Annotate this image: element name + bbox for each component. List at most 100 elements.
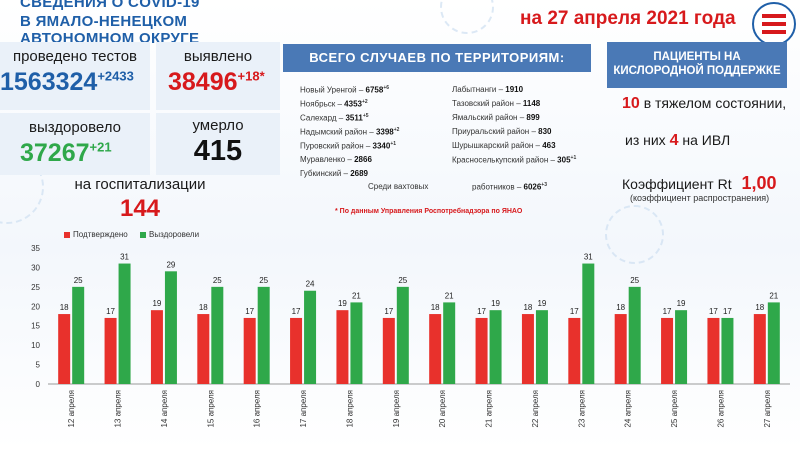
oxygen-support-header: ПАЦИЕНТЫ НА КИСЛОРОДНОЙ ПОДДЕРЖКЕ — [607, 42, 787, 88]
data-label-recovered: 29 — [166, 260, 175, 269]
recovered-card: выздоровело 37267+21 — [0, 113, 150, 175]
data-label-confirmed: 17 — [245, 307, 254, 316]
ivl-row: из них 4 на ИВЛ — [625, 132, 730, 150]
severe-label: в тяжелом состоянии, — [643, 95, 787, 111]
hospital-value: 144 — [119, 195, 161, 222]
rt-value: 1,00 — [741, 173, 777, 193]
data-label-confirmed: 17 — [477, 307, 486, 316]
territory-item: Муравленко – 2866 — [300, 155, 372, 164]
bar-confirmed — [58, 314, 71, 384]
virus-decoration — [605, 205, 664, 264]
data-label-recovered: 25 — [398, 276, 407, 285]
report-date: на 27 апреля 2021 года — [520, 8, 736, 29]
x-tick-label: 19 апреля — [392, 390, 401, 428]
chart-legend: Подтверждено Выздоровели — [64, 230, 199, 239]
ivl-count: 4 — [669, 132, 679, 149]
x-tick-label: 22 апреля — [531, 390, 540, 428]
bar-recovered — [582, 263, 595, 384]
detected-delta: +18* — [237, 68, 265, 84]
detected-card: выявлено 38496+18* — [156, 42, 280, 110]
data-label-confirmed: 17 — [384, 307, 393, 316]
legend-item-confirmed: Подтверждено — [64, 230, 128, 239]
bar-recovered — [628, 286, 641, 384]
detected-value: 38496 — [168, 68, 238, 96]
x-tick-label: 24 апреля — [624, 390, 633, 428]
bar-confirmed — [382, 317, 395, 384]
data-label-recovered: 19 — [677, 299, 686, 308]
x-tick-label: 27 апреля — [763, 390, 772, 428]
bar-confirmed — [336, 310, 349, 384]
territory-item: Новый Уренгой – 6758+6 — [300, 85, 390, 95]
territory-item: Шурышкарский район – 463 — [452, 141, 556, 150]
died-card: умерло 415 — [156, 113, 280, 175]
data-label-recovered: 17 — [723, 307, 732, 316]
data-label-recovered: 25 — [259, 276, 268, 285]
x-tick-label: 20 апреля — [438, 390, 447, 428]
y-tick-label: 20 — [31, 302, 40, 311]
data-label-confirmed: 18 — [431, 303, 440, 312]
oxygen-title-line1: ПАЦИЕНТЫ НА — [653, 51, 741, 63]
data-label-recovered: 25 — [630, 276, 639, 285]
y-tick-label: 25 — [31, 283, 40, 292]
data-label-confirmed: 18 — [755, 303, 764, 312]
tests-value: 1563324 — [0, 68, 98, 96]
data-label-recovered: 21 — [769, 291, 778, 300]
y-tick-label: 15 — [31, 322, 40, 331]
x-tick-label: 14 апреля — [160, 390, 169, 428]
y-tick-label: 10 — [31, 341, 40, 350]
ivl-prefix: из них — [625, 132, 666, 148]
territory-item: Салехард – 3511+5 — [300, 113, 369, 123]
data-label-confirmed: 19 — [152, 299, 161, 308]
bar-recovered — [443, 302, 456, 384]
bar-recovered — [164, 271, 177, 384]
x-tick-label: 23 апреля — [577, 390, 586, 428]
bar-confirmed — [475, 317, 488, 384]
page-header: СВЕДЕНИЯ О COVID-19 В ЯМАЛО-НЕНЕЦКОМ АВТ… — [0, 0, 290, 47]
bar-recovered — [675, 310, 688, 384]
tests-card: проведено тестов 1563324+2433 — [0, 42, 150, 110]
rt-sub: (коэффициент распространения) — [630, 193, 770, 203]
x-tick-label: 18 апреля — [345, 390, 354, 428]
data-label-confirmed: 17 — [570, 307, 579, 316]
page-title-line1: СВЕДЕНИЯ О COVID-19 — [20, 0, 200, 11]
data-label-confirmed: 18 — [199, 303, 208, 312]
y-tick-label: 5 — [36, 361, 41, 370]
data-label-confirmed: 17 — [663, 307, 672, 316]
data-label-confirmed: 19 — [338, 299, 347, 308]
region-logo-icon — [752, 2, 796, 46]
bar-recovered — [721, 317, 734, 384]
hospital-card: на госпитализации 144 — [40, 176, 240, 222]
y-tick-label: 30 — [31, 263, 40, 272]
bar-recovered — [72, 286, 85, 384]
territory-item: Красноселькупский район – 305+1 — [452, 155, 577, 165]
tests-label: проведено тестов — [12, 48, 138, 65]
x-tick-label: 13 апреля — [114, 390, 123, 428]
detected-label: выявлено — [183, 48, 253, 65]
data-label-confirmed: 17 — [106, 307, 115, 316]
bar-confirmed — [429, 314, 442, 384]
territory-item: Лабытнанги – 1910 — [452, 85, 524, 94]
legend-label-recovered: Выздоровели — [148, 230, 200, 239]
severe-row: 10 в тяжелом состоянии, — [622, 95, 786, 113]
shift-workers-item: работников – 6026+3 — [472, 182, 547, 192]
died-label: умерло — [192, 117, 244, 134]
territory-item: Ямальский район – 899 — [452, 113, 540, 122]
territory-item: Губкинский – 2689 — [300, 169, 368, 178]
x-tick-label: 26 апреля — [716, 390, 725, 428]
data-label-confirmed: 18 — [60, 303, 69, 312]
recovered-value: 37267 — [20, 139, 90, 167]
recovered-label: выздоровело — [29, 119, 121, 136]
detected-figure: 38496+18* — [168, 68, 265, 97]
data-label-confirmed: 18 — [616, 303, 625, 312]
bar-confirmed — [197, 314, 210, 384]
x-tick-label: 21 апреля — [485, 390, 494, 428]
bar-confirmed — [707, 317, 720, 384]
data-label-recovered: 24 — [306, 280, 315, 289]
bar-recovered — [118, 263, 131, 384]
tests-delta: +2433 — [97, 68, 134, 84]
oxygen-title-line2: КИСЛОРОДНОЙ ПОДДЕРЖКЕ — [613, 65, 781, 77]
bar-recovered — [396, 286, 409, 384]
data-label-confirmed: 17 — [709, 307, 718, 316]
tests-figure: 1563324+2433 — [0, 68, 134, 97]
y-tick-label: 0 — [36, 380, 41, 389]
